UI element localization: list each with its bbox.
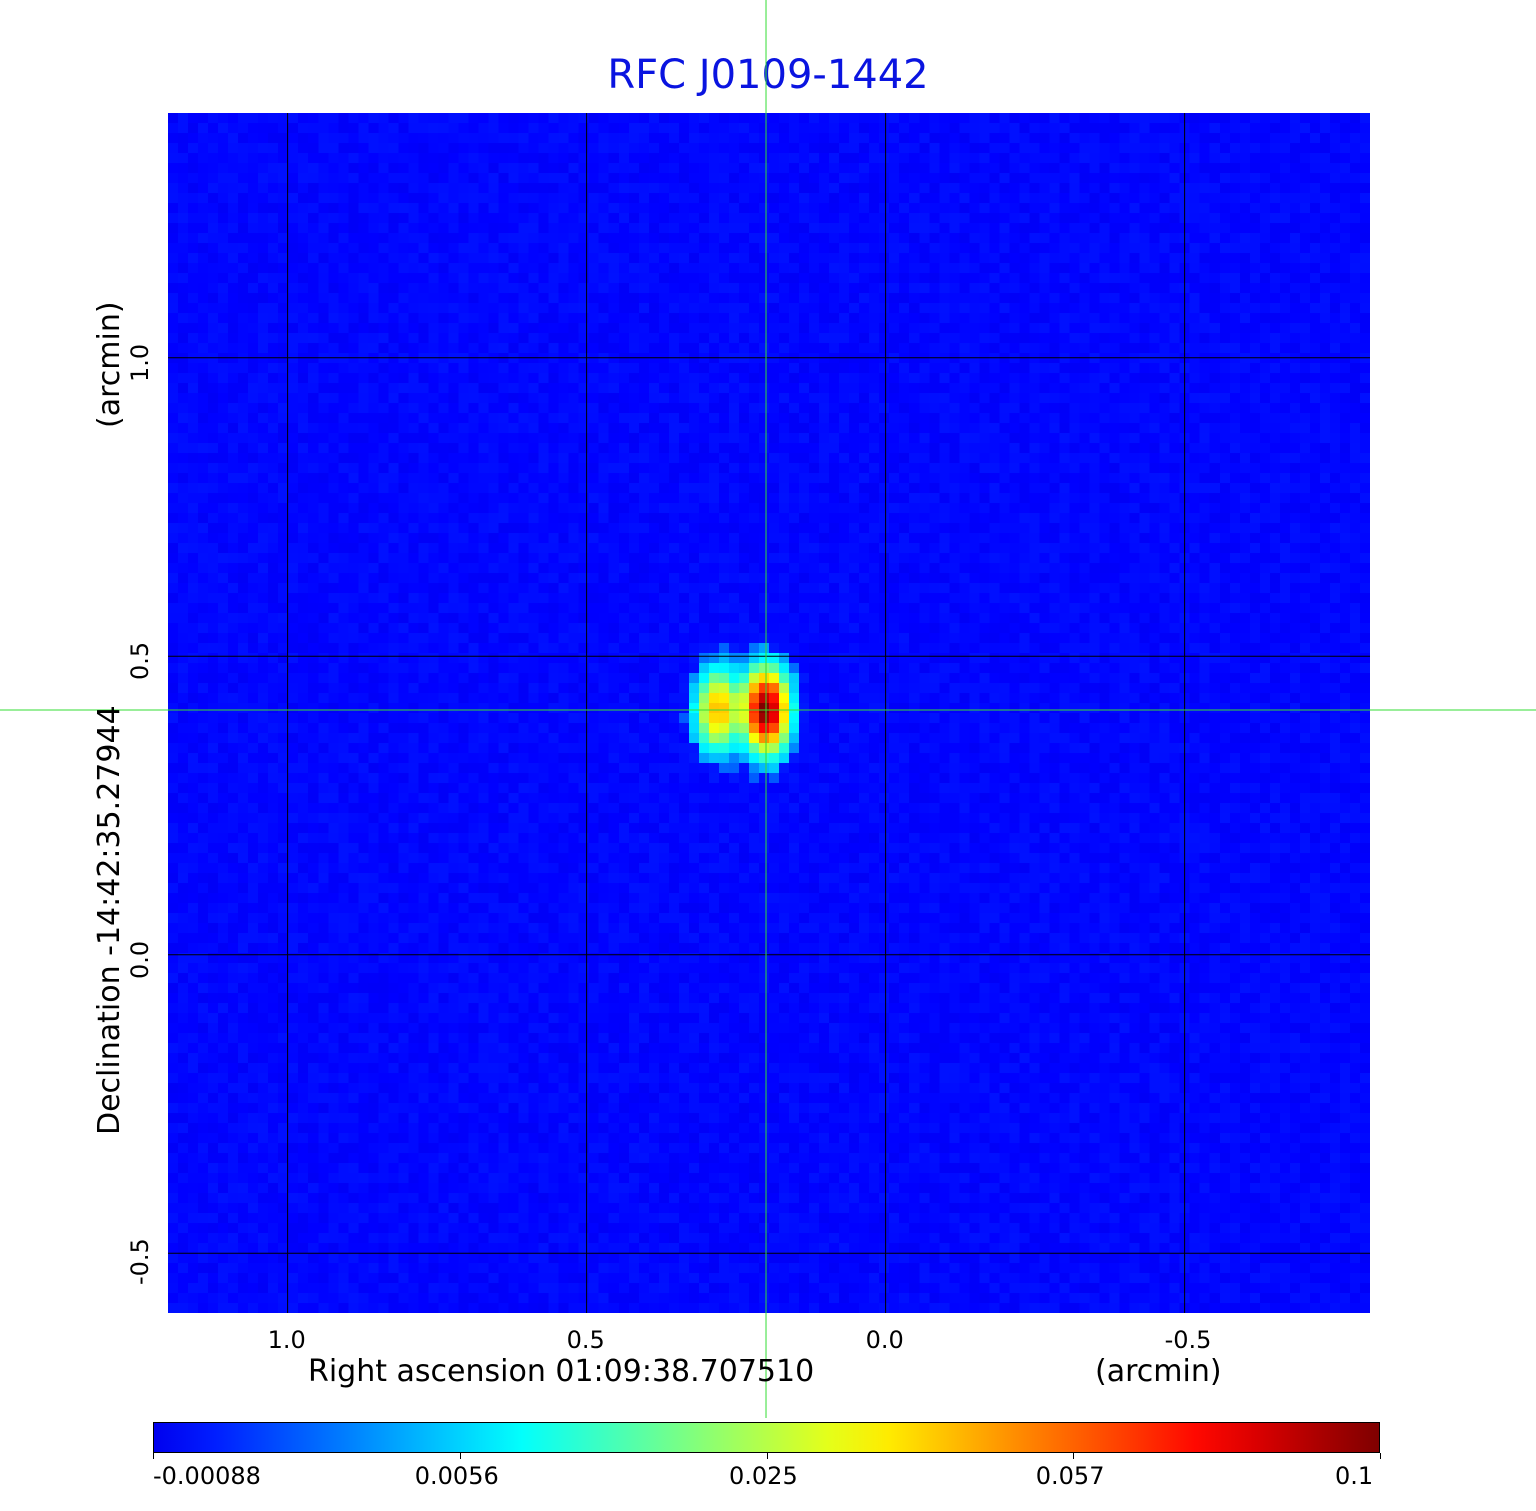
radio-image-heatmap: [168, 113, 1370, 1313]
grid-overlay: [168, 113, 1370, 1313]
colorbar-tick-mark: [1380, 1453, 1381, 1459]
colorbar-tick-mark: [766, 1453, 768, 1459]
x-axis-label: Right ascension 01:09:38.707510: [308, 1354, 815, 1389]
y-axis-unit: (arcmin): [92, 301, 127, 428]
x-tick-label: 1.0: [267, 1326, 306, 1354]
x-tick-label: 0.5: [566, 1326, 605, 1354]
colorbar-tick-mark: [153, 1453, 154, 1459]
colorbar-tick-label: 0.1: [1335, 1462, 1374, 1490]
colorbar-tick-label: 0.025: [729, 1462, 798, 1490]
colorbar-tick-label: 0.0056: [414, 1462, 499, 1490]
colorbar-tick-label: -0.00088: [153, 1462, 261, 1490]
y-tick-label: 0.5: [126, 642, 154, 681]
x-axis-unit: (arcmin): [1095, 1354, 1222, 1389]
y-tick-label: -0.5: [126, 1238, 154, 1286]
y-axis-label: Declination -14:42:35.27944: [92, 705, 127, 1135]
colorbar-tick-mark: [1073, 1453, 1075, 1459]
image-plot-area: [168, 113, 1370, 1313]
x-tick-label: 0.0: [865, 1326, 904, 1354]
colorbar-tick-label: 0.057: [1035, 1462, 1105, 1490]
y-tick-label: 1.0: [126, 343, 154, 382]
colorbar-tick-mark: [459, 1453, 461, 1459]
colorbar: [153, 1422, 1380, 1453]
x-tick-label: -0.5: [1164, 1326, 1212, 1354]
chart-title: RFC J0109-1442: [607, 52, 929, 98]
y-tick-label: 0.0: [126, 940, 154, 979]
